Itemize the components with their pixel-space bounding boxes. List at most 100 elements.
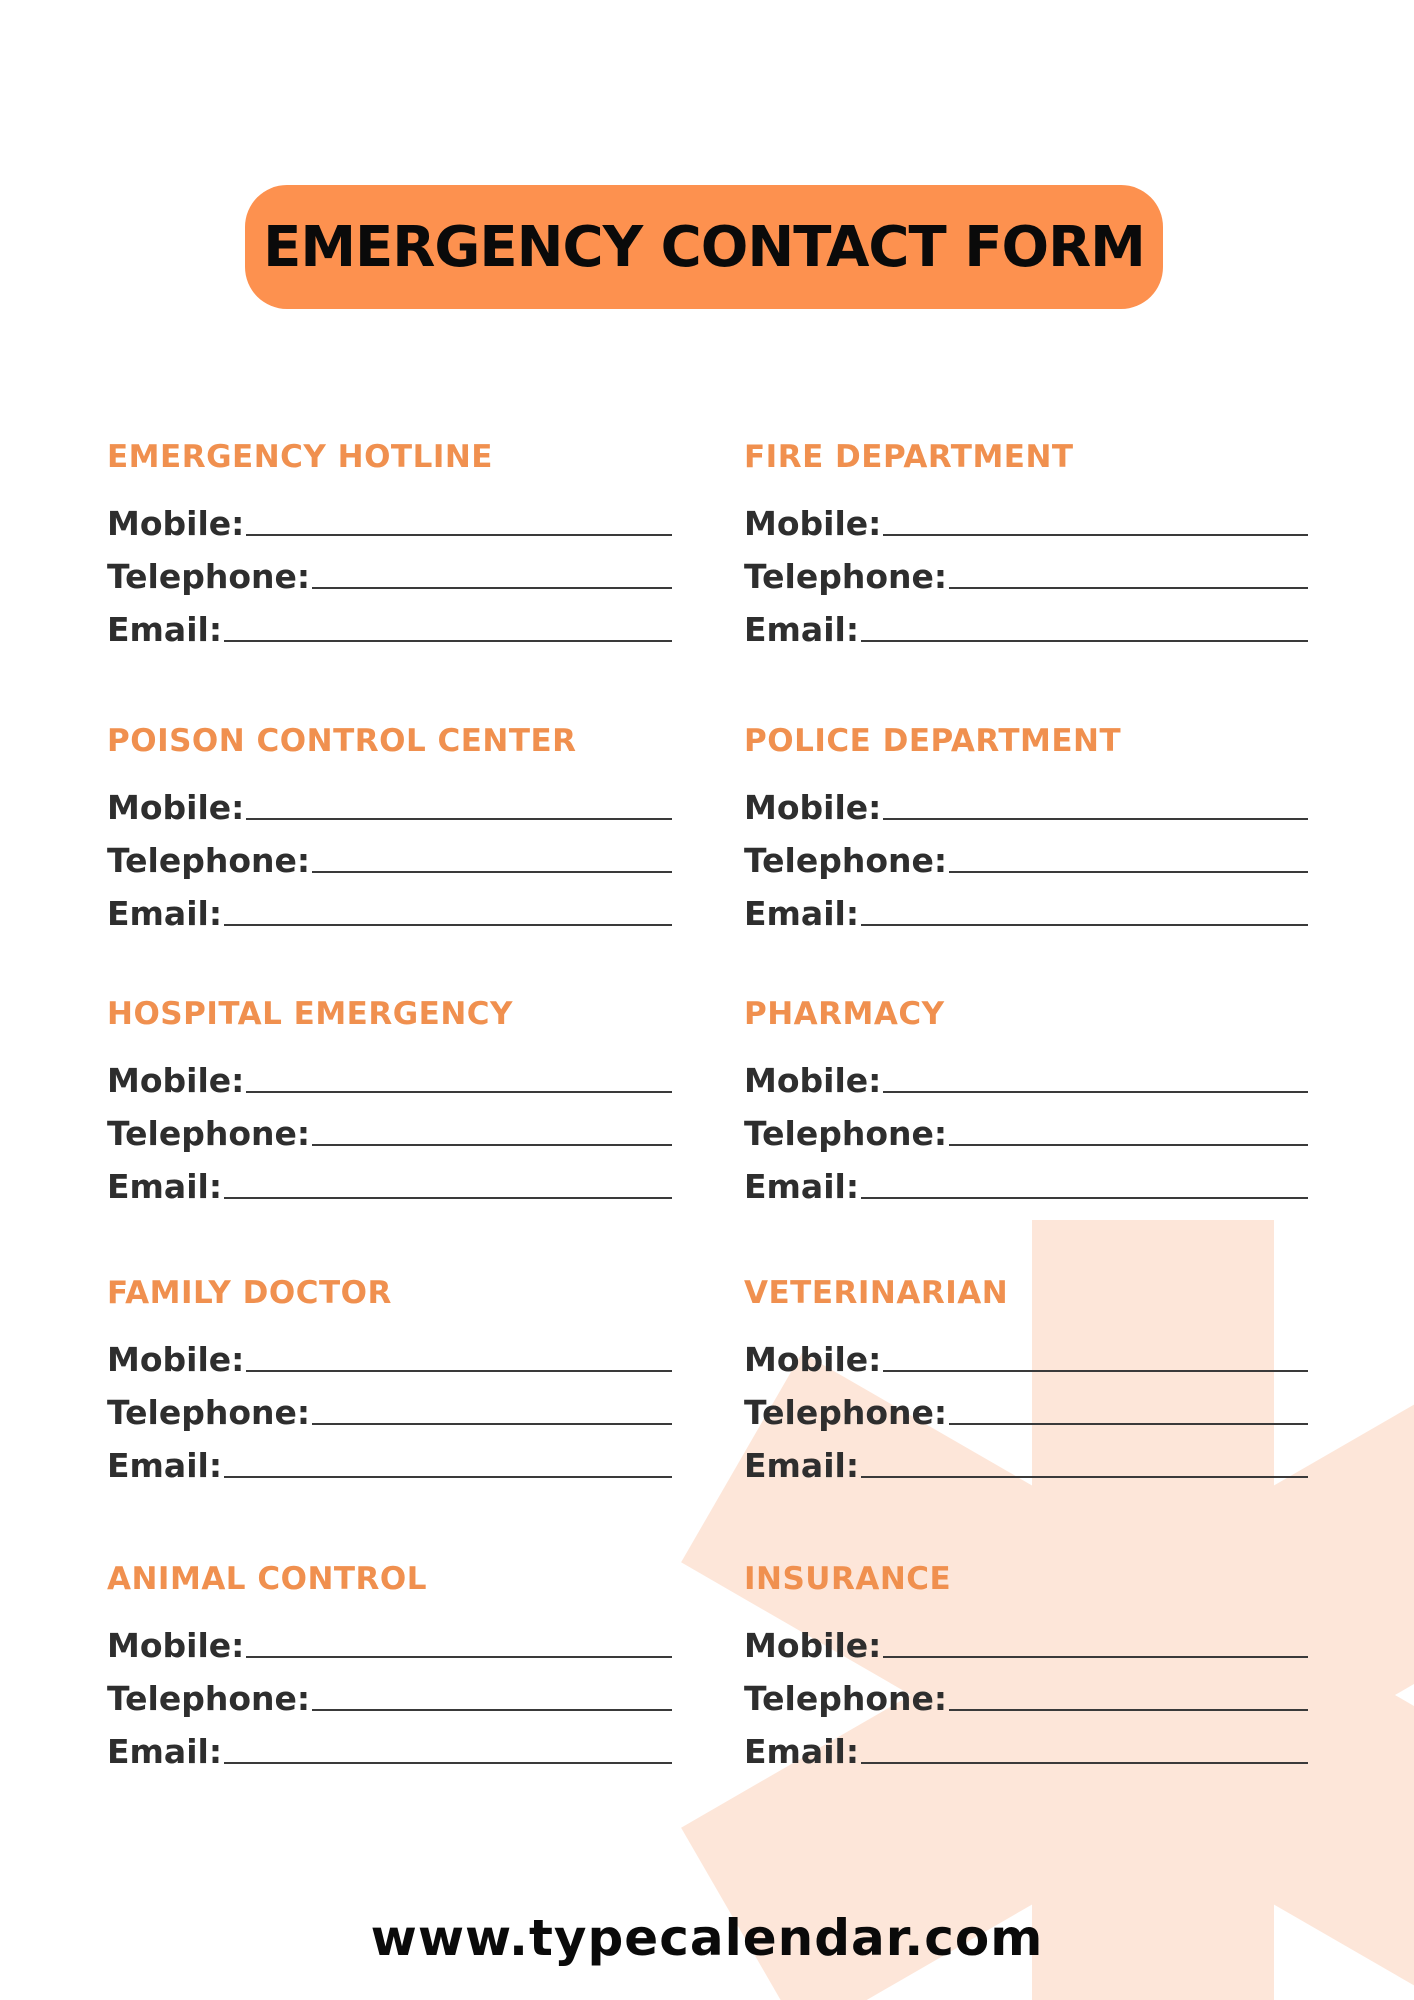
telephone-field[interactable]: Telephone: [107, 1666, 672, 1719]
mobile-field[interactable]: Mobile: [107, 1048, 672, 1101]
section-heading: ANIMAL CONTROL [107, 1561, 428, 1597]
email-field[interactable]: Email: [107, 597, 672, 650]
mobile-field[interactable]: Mobile: [107, 1327, 672, 1380]
email-field[interactable]: Email: [744, 1719, 1308, 1772]
email-field[interactable]: Email: [744, 1154, 1308, 1207]
telephone-input-line[interactable] [949, 871, 1308, 873]
telephone-label: Telephone: [107, 841, 311, 880]
telephone-label: Telephone: [744, 1393, 948, 1432]
email-input-line[interactable] [861, 924, 1308, 926]
mobile-field[interactable]: Mobile: [107, 491, 672, 544]
mobile-label: Mobile: [107, 1061, 245, 1100]
mobile-label: Mobile: [107, 1626, 245, 1665]
telephone-input-line[interactable] [949, 1423, 1308, 1425]
telephone-label: Telephone: [744, 1679, 948, 1718]
mobile-input-line[interactable] [883, 818, 1308, 820]
contact-section: POISON CONTROL CENTER Mobile: Telephone: Em… [107, 721, 672, 934]
mobile-label: Mobile: [744, 504, 882, 543]
telephone-field[interactable]: Telephone: [107, 1380, 672, 1433]
telephone-label: Telephone: [744, 841, 948, 880]
contact-section: ANIMAL CONTROL Mobile: Telephone: Email: [107, 1559, 672, 1772]
contact-section: POLICE DEPARTMENT Mobile: Telephone: Email: [744, 721, 1308, 934]
mobile-field[interactable]: Mobile: [107, 1613, 672, 1666]
telephone-label: Telephone: [744, 1114, 948, 1153]
asterisk-arm [681, 1352, 1414, 1986]
section-heading: POLICE DEPARTMENT [744, 723, 1122, 759]
section-heading: HOSPITAL EMERGENCY [107, 996, 513, 1032]
mobile-input-line[interactable] [883, 1656, 1308, 1658]
mobile-label: Mobile: [744, 1061, 882, 1100]
email-field[interactable]: Email: [744, 881, 1308, 934]
telephone-label: Telephone: [107, 1679, 311, 1718]
telephone-input-line[interactable] [949, 1144, 1308, 1146]
mobile-label: Mobile: [107, 504, 245, 543]
title-banner: EMERGENCY CONTACT FORM [245, 185, 1163, 309]
mobile-input-line[interactable] [883, 1091, 1308, 1093]
telephone-field[interactable]: Telephone: [744, 828, 1308, 881]
mobile-label: Mobile: [107, 788, 245, 827]
mobile-field[interactable]: Mobile: [744, 775, 1308, 828]
mobile-field[interactable]: Mobile: [744, 1613, 1308, 1666]
mobile-field[interactable]: Mobile: [744, 1327, 1308, 1380]
telephone-label: Telephone: [107, 1114, 311, 1153]
telephone-label: Telephone: [744, 557, 948, 596]
email-label: Email: [744, 1446, 860, 1485]
mobile-input-line[interactable] [246, 534, 672, 536]
mobile-label: Mobile: [744, 1626, 882, 1665]
telephone-input-line[interactable] [312, 871, 672, 873]
email-field[interactable]: Email: [744, 597, 1308, 650]
mobile-label: Mobile: [744, 788, 882, 827]
email-input-line[interactable] [861, 640, 1308, 642]
email-input-line[interactable] [861, 1762, 1308, 1764]
telephone-input-line[interactable] [312, 587, 672, 589]
mobile-input-line[interactable] [246, 1091, 672, 1093]
mobile-input-line[interactable] [883, 534, 1308, 536]
email-field[interactable]: Email: [744, 1433, 1308, 1486]
contact-section: FAMILY DOCTOR Mobile: Telephone: Email: [107, 1273, 672, 1486]
mobile-input-line[interactable] [246, 1656, 672, 1658]
email-field[interactable]: Email: [107, 1433, 672, 1486]
telephone-field[interactable]: Telephone: [744, 1380, 1308, 1433]
email-label: Email: [744, 1167, 860, 1206]
email-input-line[interactable] [224, 1476, 672, 1478]
email-label: Email: [744, 610, 860, 649]
telephone-input-line[interactable] [312, 1144, 672, 1146]
telephone-input-line[interactable] [312, 1423, 672, 1425]
section-heading: EMERGENCY HOTLINE [107, 439, 493, 475]
telephone-field[interactable]: Telephone: [744, 544, 1308, 597]
email-input-line[interactable] [224, 1197, 672, 1199]
telephone-input-line[interactable] [312, 1709, 672, 1711]
footer-website: www.typecalendar.com [370, 1909, 1044, 1967]
contact-section: INSURANCE Mobile: Telephone: Email: [744, 1559, 1308, 1772]
email-input-line[interactable] [224, 1762, 672, 1764]
telephone-field[interactable]: Telephone: [744, 1666, 1308, 1719]
telephone-field[interactable]: Telephone: [107, 544, 672, 597]
email-field[interactable]: Email: [107, 1154, 672, 1207]
email-field[interactable]: Email: [107, 881, 672, 934]
telephone-field[interactable]: Telephone: [107, 1101, 672, 1154]
contact-section: EMERGENCY HOTLINE Mobile: Telephone: Email: [107, 437, 672, 650]
email-label: Email: [107, 894, 223, 933]
email-label: Email: [107, 1167, 223, 1206]
email-input-line[interactable] [861, 1197, 1308, 1199]
email-input-line[interactable] [224, 640, 672, 642]
telephone-field[interactable]: Telephone: [107, 828, 672, 881]
email-label: Email: [744, 1732, 860, 1771]
email-field[interactable]: Email: [107, 1719, 672, 1772]
contact-section: VETERINARIAN Mobile: Telephone: Email: [744, 1273, 1308, 1486]
mobile-field[interactable]: Mobile: [744, 491, 1308, 544]
mobile-input-line[interactable] [246, 818, 672, 820]
telephone-field[interactable]: Telephone: [744, 1101, 1308, 1154]
email-label: Email: [107, 1732, 223, 1771]
mobile-field[interactable]: Mobile: [107, 775, 672, 828]
section-heading: FAMILY DOCTOR [107, 1275, 392, 1311]
mobile-input-line[interactable] [883, 1370, 1308, 1372]
section-heading: PHARMACY [744, 996, 945, 1032]
mobile-input-line[interactable] [246, 1370, 672, 1372]
email-label: Email: [107, 610, 223, 649]
telephone-input-line[interactable] [949, 587, 1308, 589]
email-input-line[interactable] [861, 1476, 1308, 1478]
telephone-input-line[interactable] [949, 1709, 1308, 1711]
mobile-field[interactable]: Mobile: [744, 1048, 1308, 1101]
email-input-line[interactable] [224, 924, 672, 926]
